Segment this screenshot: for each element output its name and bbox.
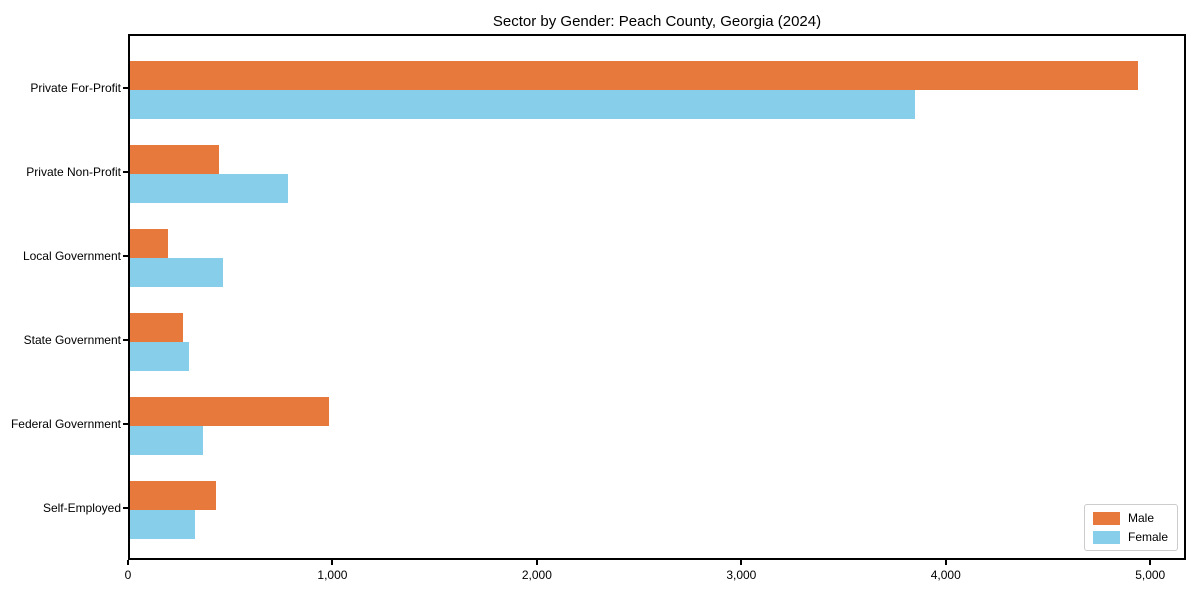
x-tick-mark — [535, 560, 538, 565]
x-tick-mark — [944, 560, 947, 565]
x-tick-label-4-000: 4,000 — [930, 568, 961, 582]
bar-female-self-employed — [130, 510, 196, 539]
legend-item-male: Male — [1092, 511, 1168, 525]
y-tick-label-self-employed: Self-Employed — [42, 501, 121, 515]
legend: Male Female — [1083, 504, 1178, 551]
x-tick-label-5-000: 5,000 — [1135, 568, 1166, 582]
bar-female-federal-government — [130, 426, 203, 455]
legend-label-male: Male — [1127, 511, 1154, 525]
legend-swatch-female — [1092, 530, 1120, 544]
bar-male-federal-government — [130, 397, 330, 426]
x-tick-mark — [740, 560, 743, 565]
x-tick-label-1-000: 1,000 — [317, 568, 348, 582]
legend-label-female: Female — [1127, 530, 1168, 544]
x-tick-label-2-000: 2,000 — [521, 568, 552, 582]
y-tick-mark — [123, 87, 128, 89]
x-tick-label-3-000: 3,000 — [726, 568, 757, 582]
bar-male-self-employed — [130, 481, 216, 510]
x-tick-mark — [127, 560, 129, 565]
legend-swatch-male — [1092, 511, 1120, 525]
y-tick-mark — [123, 423, 128, 425]
chart-title: Sector by Gender: Peach County, Georgia … — [492, 13, 822, 30]
bar-male-state-government — [130, 313, 184, 342]
y-tick-mark — [123, 339, 128, 341]
y-tick-label-private-non-profit: Private Non-Profit — [26, 165, 121, 179]
y-tick-mark — [123, 255, 128, 257]
bar-male-local-government — [130, 229, 168, 258]
legend-item-female: Female — [1092, 530, 1168, 544]
y-tick-mark — [123, 507, 128, 509]
bar-female-local-government — [130, 258, 223, 287]
x-tick-label-0: 0 — [124, 568, 132, 582]
bar-female-state-government — [130, 342, 190, 371]
x-tick-mark — [331, 560, 334, 565]
bar-female-private-non-profit — [130, 174, 289, 203]
bar-female-private-for-profit — [130, 90, 916, 119]
y-tick-label-private-for-profit: Private For-Profit — [30, 81, 121, 95]
y-tick-label-local-government: Local Government — [22, 249, 121, 263]
y-tick-label-federal-government: Federal Government — [10, 417, 121, 431]
bar-male-private-non-profit — [130, 145, 219, 174]
plot-area: Male Female — [128, 34, 1186, 560]
x-tick-mark — [1149, 560, 1152, 565]
y-tick-label-state-government: State Government — [23, 333, 121, 347]
bar-male-private-for-profit — [130, 61, 1138, 90]
y-tick-mark — [123, 171, 128, 173]
